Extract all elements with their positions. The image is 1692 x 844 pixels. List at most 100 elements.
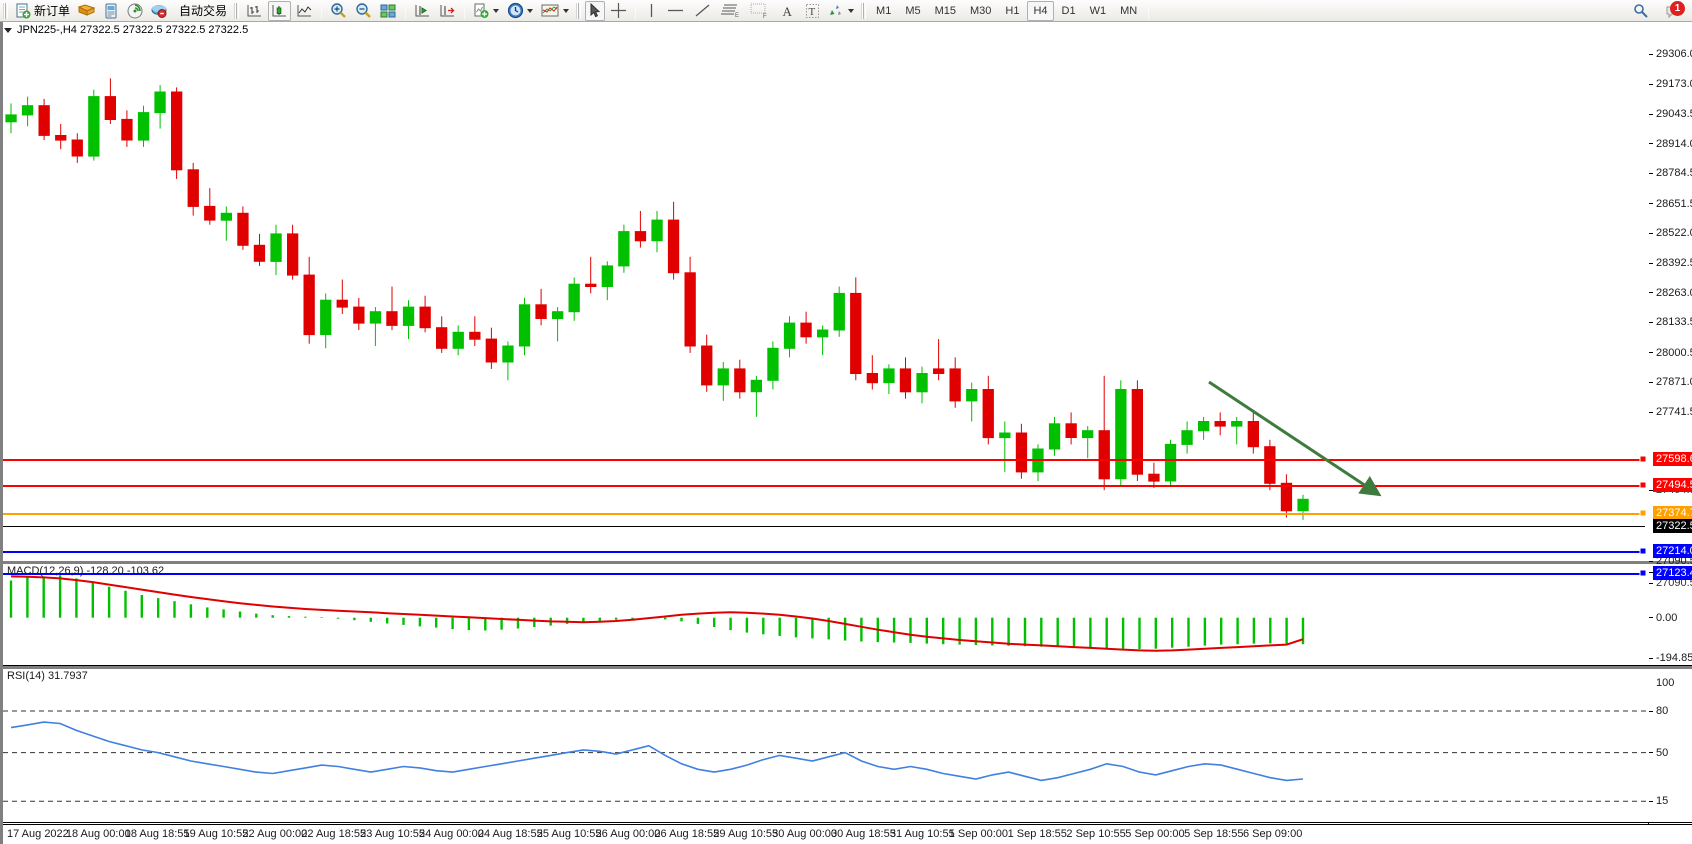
fibonacci-button[interactable]: E [717,1,744,21]
trend-arrow-drawing[interactable] [3,22,1648,561]
notifications-button[interactable]: 1 [1662,1,1685,21]
price-axis-tick-label: 28133.5 [1656,316,1692,329]
macd-axis-tick: -194.85 [1649,652,1692,664]
price-axis-tick: 28133.5 [1649,316,1692,328]
macd-caption: MACD(12,26,9) -128.20 -103.62 [7,565,165,577]
chevron-down-icon-3[interactable] [563,8,570,13]
level-handle-support-2[interactable] [1639,569,1647,577]
folder-button[interactable] [75,1,98,21]
level-line-resistance-2[interactable] [3,485,1645,487]
rsi-pane[interactable]: RSI(14) 31.7937 [3,669,1692,823]
price-axis-tick-label: 28914.0 [1656,137,1692,150]
price-axis-tick-label: 27741.5 [1656,406,1692,419]
svg-text:T: T [809,6,816,18]
price-tag-entry-line[interactable]: 27374.7 [1653,506,1692,520]
vertical-line-button[interactable] [641,1,661,21]
price-axis-tick: 28914.0 [1649,138,1692,150]
line-chart-button[interactable] [293,1,316,21]
navigator-button[interactable] [124,1,146,21]
time-axis-label: 5 Sep 00:00 [1125,828,1185,840]
channel-button[interactable]: F [746,1,773,21]
cursor-button[interactable] [585,0,606,21]
toolbar-grip-4[interactable] [861,2,867,19]
price-axis-tick-label: 28651.5 [1656,197,1692,210]
price-tag-resistance-2[interactable]: 27494.5 [1653,478,1692,492]
price-axis-tick-label: 27871.0 [1656,376,1692,389]
trendline-button[interactable] [690,1,715,21]
level-handle-resistance-2[interactable] [1639,481,1647,489]
chart-shift-button[interactable] [411,1,434,21]
price-tag-support-1[interactable]: 27214.0 [1653,544,1692,558]
terminal-button[interactable] [100,1,122,21]
timeframe-d1[interactable]: D1 [1061,4,1076,17]
new-order-icon [16,3,31,18]
timeframe-m15[interactable]: M15 [934,4,956,17]
label-button[interactable]: T [802,1,823,21]
crosshair-button[interactable] [607,1,630,21]
price-tag-current-price[interactable]: 27322.5 [1653,519,1692,533]
auto-trading-button[interactable]: 自动交易 [173,1,230,21]
level-handle-entry-line[interactable] [1639,509,1647,517]
auto-scroll-button[interactable] [436,1,459,21]
objects-button[interactable] [825,1,857,21]
time-axis-label: 18 Aug 18:55 [124,828,190,840]
macd-pane[interactable]: MACD(12,26,9) -128.20 -103.62 [3,564,1692,666]
channel-icon: F [750,3,767,19]
tile-windows-button[interactable] [377,1,400,21]
strategy-tester-button[interactable] [148,1,171,21]
level-handle-resistance-1[interactable] [1639,455,1647,463]
price-pane[interactable] [3,22,1692,561]
level-line-resistance-1[interactable] [3,459,1645,461]
zoom-out-button[interactable] [352,1,375,21]
chevron-down-icon-2[interactable] [527,8,534,13]
price-axis-tick: 29173.0 [1649,78,1692,90]
new-order-button[interactable]: 新订单 [12,1,73,21]
timeframe-h4[interactable]: H4 [1027,0,1054,21]
horizontal-line-icon [668,9,684,12]
level-line-entry-line[interactable] [3,513,1645,515]
templates-icon [541,4,559,16]
price-tag-resistance-1[interactable]: 27598.6 [1653,452,1692,466]
timeframe-mn[interactable]: MN [1120,4,1138,17]
level-line-support-2[interactable] [3,573,1645,575]
time-axis[interactable]: 17 Aug 2022 18 Aug 00:00 18 Aug 18:55 19 Au… [3,824,1692,844]
period-button[interactable] [504,1,536,21]
price-tag-support-2[interactable]: 27123.4 [1653,566,1692,580]
chart-title-bar: JPN225-,H4 27322.5 27322.5 27322.5 27322… [0,22,1692,38]
time-axis-label: 17 Aug 2022 [7,828,69,840]
chart-menu-triangle-icon[interactable] [4,27,12,33]
time-axis-label: 30 Aug 00:00 [772,828,837,840]
svg-text:A: A [783,4,793,19]
notification-badge: 1 [1670,1,1685,16]
level-handle-support-1[interactable] [1639,547,1647,555]
chevron-down-icon[interactable] [493,8,500,13]
timeframe-m1[interactable]: M1 [876,4,892,17]
text-button[interactable]: A [775,1,800,21]
timeframe-w1[interactable]: W1 [1089,4,1107,17]
timeframe-m5[interactable]: M5 [905,4,921,17]
search-button[interactable] [1630,1,1652,21]
templates-button[interactable] [538,1,572,21]
timeframe-m30[interactable]: M30 [970,4,992,17]
bar-chart-button[interactable] [243,1,266,21]
toolbar-grip-3[interactable] [576,2,582,19]
level-line-support-1[interactable] [3,551,1645,553]
chevron-down-icon-4[interactable] [848,8,855,13]
time-axis-label: 2 Sep 10:55 [1066,828,1126,840]
vertical-line-icon [650,4,652,17]
auto-trading-label: 自动交易 [179,4,228,18]
macd-rsi-separator [3,666,1692,669]
candlestick-chart-button[interactable] [268,0,292,21]
timeframe-h1[interactable]: H1 [1005,4,1020,17]
horizontal-line-button[interactable] [663,1,688,21]
strategy-tester-icon [151,4,167,18]
zoom-in-icon [331,3,346,18]
add-indicator-button[interactable] [470,1,502,21]
tile-windows-icon [380,4,396,17]
time-axis-label: 18 Aug 00:00 [65,828,131,840]
toolbar-grip-2[interactable] [234,2,240,19]
toolbar-grip[interactable] [3,2,8,19]
price-axis-tick: 29043.5 [1649,108,1692,120]
zoom-in-button[interactable] [327,1,350,21]
macd-axis-tick: 0.00 [1649,612,1677,624]
